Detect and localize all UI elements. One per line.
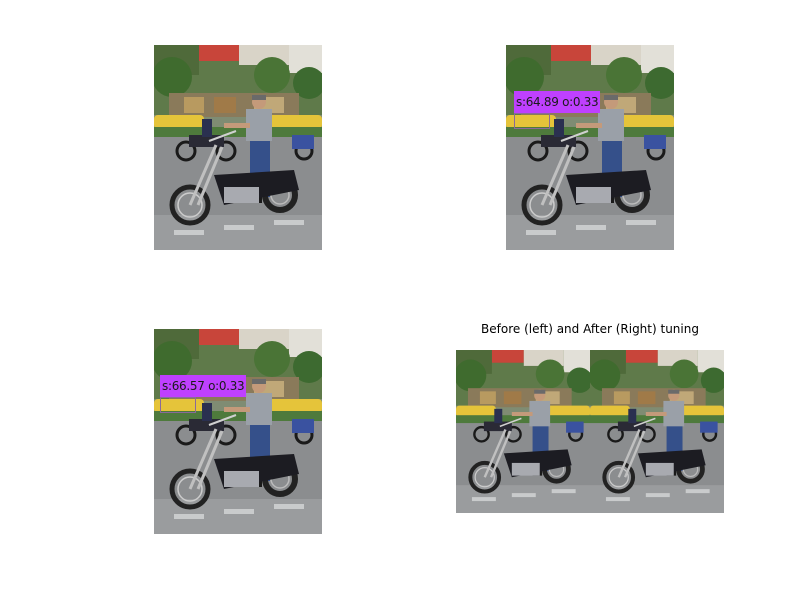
detection-box bbox=[514, 113, 550, 129]
photo-after-tuning: s:66.57 o:0.33 bbox=[154, 329, 322, 534]
motorcycle-photo-after bbox=[590, 350, 724, 513]
motorcycle-photo bbox=[154, 329, 322, 534]
motorcycle-photo bbox=[506, 45, 674, 250]
photo-original bbox=[154, 45, 322, 250]
photo-comparison bbox=[456, 350, 724, 513]
photo-before-tuning: s:64.89 o:0.33 bbox=[506, 45, 674, 250]
detection-label: s:66.57 o:0.33 bbox=[160, 375, 247, 397]
detection-box bbox=[160, 397, 196, 413]
detection-label: s:64.89 o:0.33 bbox=[514, 91, 601, 113]
motorcycle-photo bbox=[154, 45, 322, 250]
comparison-title: Before (left) and After (Right) tuning bbox=[481, 322, 699, 336]
motorcycle-photo-before bbox=[456, 350, 590, 513]
